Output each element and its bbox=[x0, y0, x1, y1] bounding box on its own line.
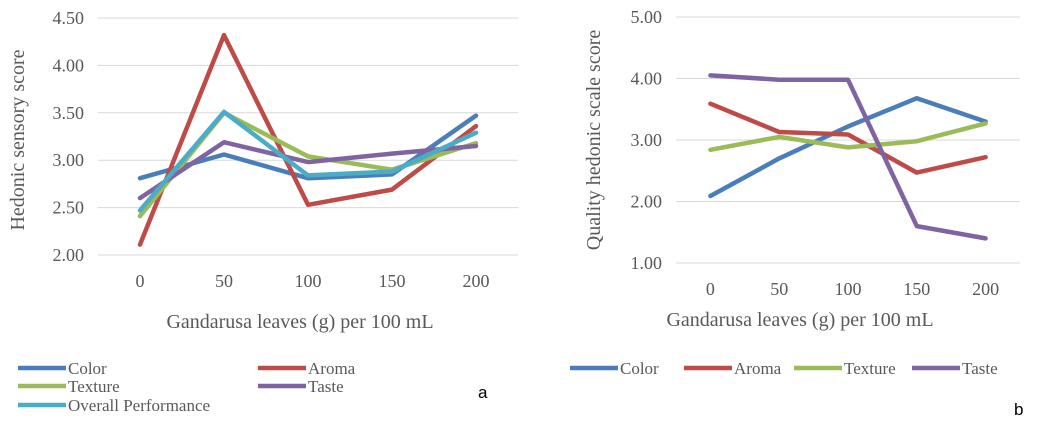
chart-b-series-line bbox=[708, 95, 988, 199]
chart-b-legend-label: Color bbox=[620, 359, 659, 378]
chart-a-legend-label: Taste bbox=[308, 377, 344, 396]
chart-b-legend-label: Texture bbox=[844, 359, 896, 378]
chart-a-ytick-label: 4.00 bbox=[53, 55, 85, 75]
chart-b-legend-label: Taste bbox=[962, 359, 998, 378]
chart-b-ytick-label: 1.00 bbox=[631, 253, 663, 273]
chart-a-xtick-label: 0 bbox=[136, 271, 145, 291]
chart-b-series-line bbox=[708, 121, 988, 153]
chart-a-series-line bbox=[137, 139, 479, 201]
chart-a-xtick-label: 50 bbox=[215, 271, 233, 291]
chart-b-xtick-label: 0 bbox=[706, 279, 715, 299]
chart-a-series-line bbox=[137, 32, 479, 247]
chart-b-ytick-label: 2.00 bbox=[631, 192, 663, 212]
chart-b-xtick-label: 100 bbox=[835, 279, 862, 299]
chart-a-legend-label: Color bbox=[68, 359, 107, 378]
chart-a-ytick-label: 3.50 bbox=[53, 103, 85, 123]
chart-b-legend-label: Aroma bbox=[734, 359, 782, 378]
chart-a-ytick-label: 4.50 bbox=[53, 8, 85, 28]
chart-b-yaxis-title: Quality hedonic scale score bbox=[583, 30, 605, 251]
chart-b-ytick-label: 4.00 bbox=[631, 69, 663, 89]
chart-a-xtick-label: 200 bbox=[463, 271, 490, 291]
chart-a-legend-label: Overall Performance bbox=[68, 396, 210, 415]
chart-a-legend-label: Aroma bbox=[308, 359, 356, 378]
chart-a-ytick-label: 3.00 bbox=[53, 150, 85, 170]
chart-a-ytick-label: 2.50 bbox=[53, 198, 85, 218]
chart-b-xtick-label: 150 bbox=[903, 279, 930, 299]
chart-b-ytick-label: 5.00 bbox=[631, 7, 663, 27]
chart-b-ytick-label: 3.00 bbox=[631, 130, 663, 150]
chart-a-legend-label: Texture bbox=[68, 377, 120, 396]
chart-a-panel-letter: a bbox=[478, 383, 488, 402]
chart-b-series-line bbox=[708, 73, 988, 241]
chart-a-series-line bbox=[137, 109, 479, 213]
chart-a-ytick-label: 2.00 bbox=[53, 245, 85, 265]
chart-b-series-line bbox=[708, 101, 988, 175]
chart-a-xtick-label: 150 bbox=[379, 271, 406, 291]
chart-b-xaxis-title: Gandarusa leaves (g) per 100 mL bbox=[666, 309, 933, 331]
chart-b-xtick-label: 50 bbox=[770, 279, 788, 299]
chart-a-yaxis-title: Hedonic sensory score bbox=[7, 49, 29, 230]
chart-a-xaxis-title: Gandarusa leaves (g) per 100 mL bbox=[166, 311, 433, 333]
chart-b-xtick-label: 200 bbox=[972, 279, 999, 299]
chart-a-series-line bbox=[137, 113, 479, 181]
chart-b-panel-letter: b bbox=[1014, 400, 1023, 419]
chart-a-xtick-label: 100 bbox=[295, 271, 322, 291]
